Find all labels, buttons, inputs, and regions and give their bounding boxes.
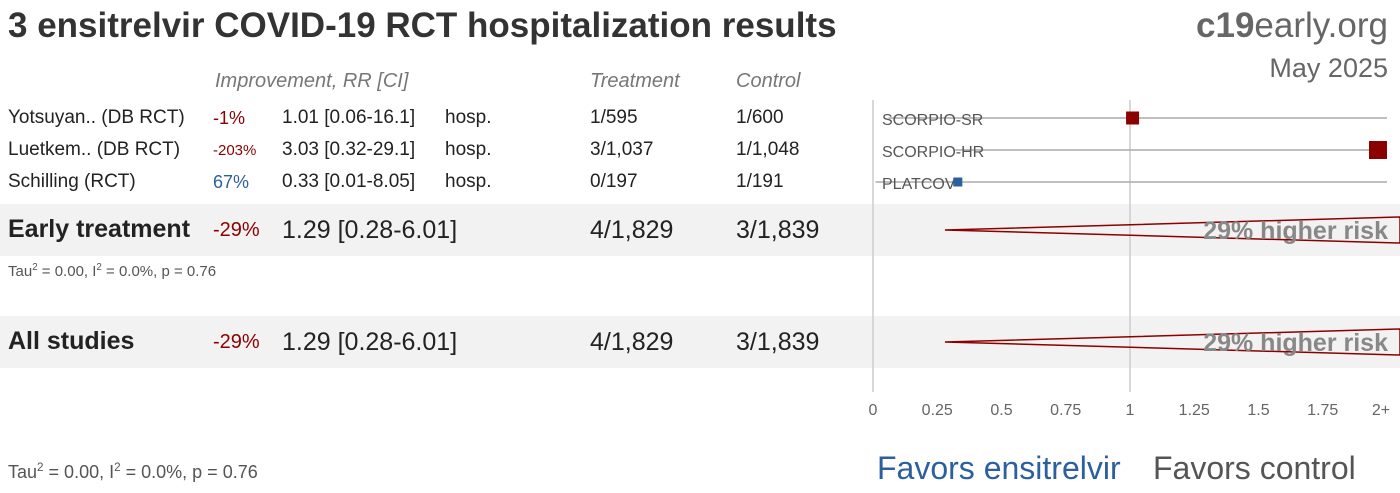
study-name[interactable]: Yotsuyan.. (DB RCT) xyxy=(8,107,185,128)
effect-marker xyxy=(1369,141,1387,159)
study-control: 1/191 xyxy=(736,171,784,192)
study-name[interactable]: Schilling (RCT) xyxy=(8,171,136,192)
risk-label: 29% higher risk xyxy=(1203,217,1388,245)
all-studies-band xyxy=(0,316,1400,368)
risk-label: 29% higher risk xyxy=(1203,329,1388,357)
page-title: 3 ensitrelvir COVID-19 RCT hospitalizati… xyxy=(8,6,837,45)
study-outcome: hosp. xyxy=(445,107,492,128)
study-improvement: 67% xyxy=(213,172,250,192)
study-rr-ci: 1.01 [0.06-16.1] xyxy=(282,107,416,128)
study-name[interactable]: Luetkem.. (DB RCT) xyxy=(8,139,181,160)
study-treatment: 3/1,037 xyxy=(590,139,654,160)
study-control: 1/600 xyxy=(736,107,784,128)
all-improvement: -29% xyxy=(213,331,260,353)
study-treatment: 0/197 xyxy=(590,171,638,192)
header-improvement: Improvement, RR [CI] xyxy=(215,70,409,92)
effect-marker xyxy=(1126,111,1140,125)
early-treatment-label: Early treatment xyxy=(8,215,191,243)
study-plot-label: SCORPIO-HR xyxy=(882,144,984,161)
x-tick-label: 0.75 xyxy=(1050,402,1081,419)
early-control-count: 3/1,839 xyxy=(736,216,820,244)
brand-rest: early.org xyxy=(1254,6,1388,45)
x-tick-label: 0 xyxy=(869,402,878,419)
x-tick-label: 1.75 xyxy=(1307,402,1338,419)
study-rr-ci: 3.03 [0.32-29.1] xyxy=(282,139,416,160)
study-outcome: hosp. xyxy=(445,171,492,192)
header-control: Control xyxy=(736,70,801,92)
study-control: 1/1,048 xyxy=(736,139,800,160)
study-plot-label: SCORPIO-SR xyxy=(882,112,983,129)
summary-diamond xyxy=(944,216,1400,244)
study-plot-label: PLATCOV xyxy=(882,176,956,193)
x-tick-label: 1.25 xyxy=(1179,402,1210,419)
favors-treatment-label: Favors ensitrelvir xyxy=(877,450,1121,486)
report-date: May 2025 xyxy=(1269,53,1388,83)
study-improvement: -1% xyxy=(213,108,246,128)
study-outcome: hosp. xyxy=(445,139,492,160)
brand-bold: c19 xyxy=(1196,6,1255,45)
all-treatment-count: 4/1,829 xyxy=(590,328,674,356)
x-tick-label: 1 xyxy=(1126,402,1135,419)
header-treatment: Treatment xyxy=(590,70,680,92)
all-rr-ci: 1.29 [0.28-6.01] xyxy=(282,328,458,356)
all-control-count: 3/1,839 xyxy=(736,328,820,356)
x-tick-label: 1.5 xyxy=(1247,402,1269,419)
favors-control-label: Favors control xyxy=(1153,450,1356,486)
summary-diamond xyxy=(944,328,1400,356)
study-treatment: 1/595 xyxy=(590,107,638,128)
early-rr-ci: 1.29 [0.28-6.01] xyxy=(282,216,458,244)
all-studies-label: All studies xyxy=(8,327,135,355)
x-tick-label: 0.5 xyxy=(990,402,1012,419)
bottom-stat: Tau2 = 0.00, I2 = 0.0%, p = 0.76 xyxy=(8,461,258,482)
brand-logo[interactable]: c19early.org xyxy=(1196,6,1388,46)
study-improvement: -203% xyxy=(213,142,257,159)
early-treatment-band xyxy=(0,204,1400,256)
study-rr-ci: 0.33 [0.01-8.05] xyxy=(282,171,416,192)
effect-marker xyxy=(953,177,963,187)
early-improvement: -29% xyxy=(213,219,260,241)
early-treatment-count: 4/1,829 xyxy=(590,216,674,244)
early-stat: Tau2 = 0.00, I2 = 0.0%, p = 0.76 xyxy=(8,262,217,280)
x-tick-label: 0.25 xyxy=(922,402,953,419)
x-tick-label: 2+ xyxy=(1372,402,1390,419)
